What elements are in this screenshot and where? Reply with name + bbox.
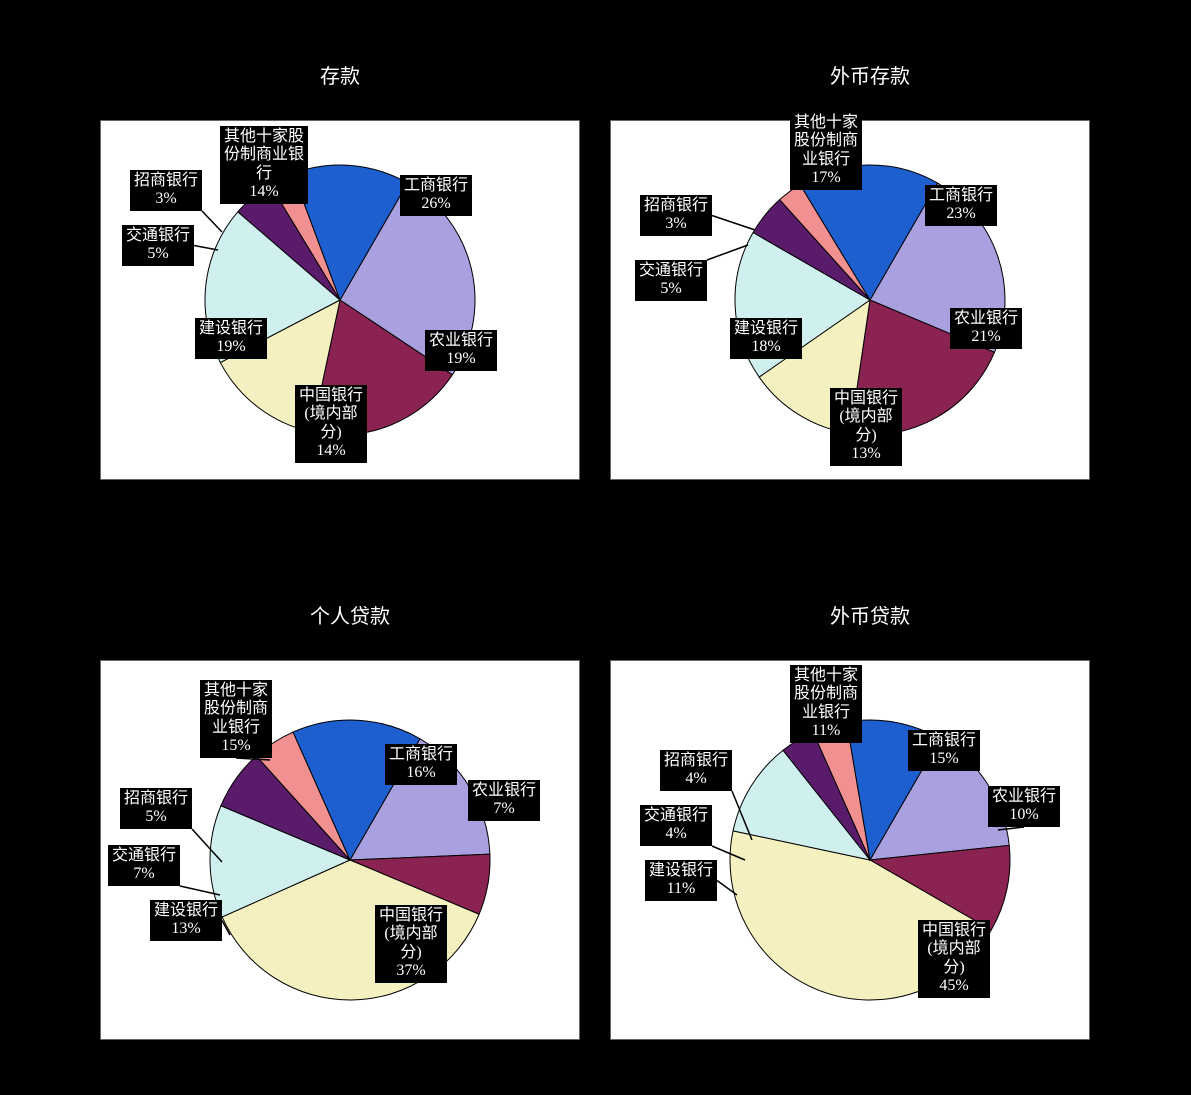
pie-label: 农业银行7% [468, 780, 540, 821]
pie-label: 招商银行5% [120, 788, 192, 829]
pie-label: 工商银行16% [385, 744, 457, 785]
pie-label: 招商银行3% [130, 170, 202, 211]
pie-label: 交通银行7% [108, 845, 180, 886]
pie-label: 中国银行(境内部分)13% [830, 388, 902, 466]
pie-label: 农业银行10% [988, 786, 1060, 827]
pie-label: 建设银行19% [195, 318, 267, 359]
pie-label: 工商银行15% [908, 730, 980, 771]
pie-label: 农业银行21% [950, 308, 1022, 349]
pie-label: 交通银行4% [640, 805, 712, 846]
pie-label: 中国银行(境内部分)37% [375, 905, 447, 983]
chart-title: 个人贷款 [200, 600, 500, 629]
pie-label: 交通银行5% [122, 225, 194, 266]
pie-label: 其他十家股份制商业银行15% [200, 680, 272, 758]
pie-label: 其他十家股份制商业银行11% [790, 665, 862, 743]
pie-label: 中国银行(境内部分)14% [295, 385, 367, 463]
chart-title: 存款 [190, 60, 490, 89]
pie-label: 交通银行5% [635, 260, 707, 301]
pie-label: 其他十家股份制商业银行17% [790, 112, 862, 190]
pie-label: 招商银行3% [640, 195, 712, 236]
pie-label: 工商银行23% [925, 185, 997, 226]
pie-label: 招商银行4% [660, 750, 732, 791]
pie-label: 建设银行13% [150, 900, 222, 941]
pie-label: 中国银行(境内部分)45% [918, 920, 990, 998]
pie-label: 建设银行18% [730, 318, 802, 359]
pie-label: 建设银行11% [645, 860, 717, 901]
chart-title: 外币贷款 [720, 600, 1020, 629]
chart-title: 外币存款 [720, 60, 1020, 89]
pie-label: 工商银行26% [400, 175, 472, 216]
pie-label: 其他十家股份制商业银行14% [220, 126, 308, 204]
pie-label: 农业银行19% [425, 330, 497, 371]
